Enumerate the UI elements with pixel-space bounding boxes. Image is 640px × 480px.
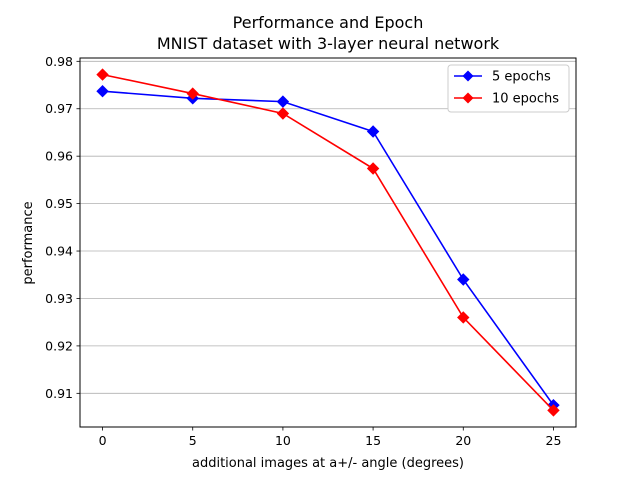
y-tick-label: 0.96 (45, 149, 73, 164)
data-point (366, 125, 380, 138)
legend-entry: 10 epochs (454, 92, 559, 107)
data-point (276, 107, 290, 120)
series-1 (96, 84, 560, 412)
y-tick-label: 0.98 (45, 54, 73, 69)
series-layer (96, 68, 560, 417)
x-tick-label: 15 (365, 433, 381, 448)
legend: 5 epochs 10 epochs (447, 64, 570, 113)
chart-subtitle: MNIST dataset with 3-layer neural networ… (157, 34, 500, 53)
y-tick-label: 0.95 (45, 196, 73, 211)
legend-label: 5 epochs (492, 70, 551, 85)
x-tick-label: 25 (546, 433, 562, 448)
y-axis-label: performance (21, 201, 36, 284)
data-point (457, 273, 470, 286)
data-point (457, 311, 470, 324)
x-axis-label: additional images at a+/- angle (degrees… (192, 456, 464, 471)
chart-title: Performance and Epoch (233, 13, 424, 32)
y-tick-label: 0.91 (45, 386, 73, 401)
grid (80, 60, 576, 394)
series-line (102, 90, 555, 406)
legend-label: 10 epochs (492, 92, 559, 107)
y-tick-label: 0.94 (45, 244, 73, 259)
legend-marker (462, 92, 474, 104)
series-2 (96, 68, 560, 417)
y-tick-label: 0.97 (45, 101, 73, 116)
y-tick-label: 0.92 (45, 338, 73, 353)
legend-entry: 5 epochs (454, 70, 551, 85)
y-axis: 0.91 0.92 0.93 0.94 0.95 0.96 0.97 0.98 (45, 54, 80, 401)
data-point (366, 162, 380, 175)
plot-frame (79, 57, 577, 428)
series-line (102, 73, 555, 411)
y-tick-label: 0.93 (45, 291, 73, 306)
data-point (276, 95, 290, 108)
x-axis: 0 5 10 15 20 25 (99, 427, 562, 448)
data-point (96, 68, 109, 81)
data-point (547, 404, 560, 417)
x-tick-label: 0 (99, 433, 107, 448)
data-point (96, 84, 109, 98)
x-tick-label: 5 (189, 433, 197, 448)
legend-marker (462, 70, 474, 82)
x-tick-label: 10 (275, 433, 291, 448)
x-tick-label: 20 (455, 433, 471, 448)
data-point (186, 87, 199, 100)
